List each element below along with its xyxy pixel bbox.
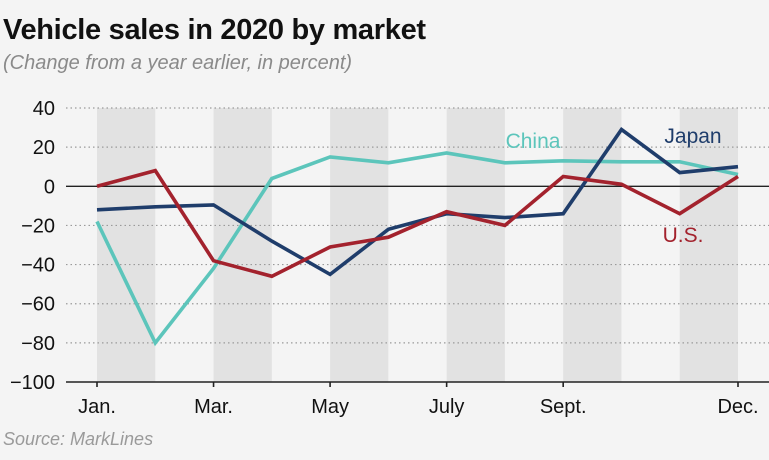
y-tick-label: −60 — [21, 294, 55, 316]
shaded-band-nov — [679, 108, 738, 382]
x-tick-label: July — [429, 396, 465, 418]
shaded-band-jul — [446, 108, 505, 382]
chart-source: Source: MarkLines — [3, 429, 154, 449]
y-tick-label: 0 — [44, 176, 55, 198]
chart-subtitle: (Change from a year earlier, in percent) — [3, 52, 353, 74]
shaded-band-sep — [563, 108, 622, 382]
y-tick-label: −20 — [21, 215, 55, 237]
shaded-band-mar — [213, 108, 272, 382]
series-label-china: China — [506, 130, 561, 153]
chart-title: Vehicle sales in 2020 by market — [3, 14, 426, 46]
series-label-us: U.S. — [663, 224, 704, 247]
x-tick-label: Mar. — [194, 396, 233, 418]
x-tick-label: Sept. — [540, 396, 587, 418]
x-tick-label: Jan. — [78, 396, 116, 418]
y-tick-label: 40 — [33, 98, 55, 120]
x-tick-label: Dec. — [717, 396, 758, 418]
y-tick-label: −40 — [21, 255, 55, 277]
series-line-japan — [96, 126, 739, 277]
series-line-china — [95, 151, 739, 347]
y-tick-label: −100 — [10, 372, 55, 394]
x-tick-label: May — [311, 396, 349, 418]
y-tick-label: −80 — [21, 333, 55, 355]
shaded-band-jan — [97, 108, 156, 382]
series-line-us — [96, 168, 739, 279]
series-label-japan: Japan — [664, 125, 721, 148]
y-tick-label: 20 — [33, 137, 55, 159]
